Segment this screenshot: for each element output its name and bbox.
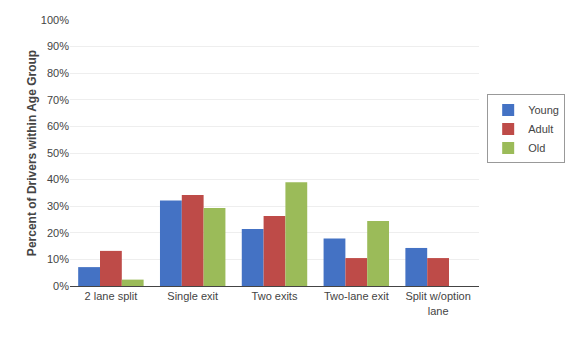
svg-text:90%: 90% bbox=[47, 40, 69, 52]
svg-text:Old: Old bbox=[528, 142, 545, 154]
svg-text:2 lane split: 2 lane split bbox=[85, 290, 138, 302]
svg-text:Single exit: Single exit bbox=[167, 290, 218, 302]
svg-text:Percent of Drivers within Age: Percent of Drivers within Age Group bbox=[25, 50, 39, 256]
svg-text:30%: 30% bbox=[47, 200, 69, 212]
svg-text:Two exits: Two exits bbox=[252, 290, 298, 302]
svg-text:80%: 80% bbox=[47, 67, 69, 79]
svg-text:100%: 100% bbox=[41, 14, 69, 26]
svg-text:10%: 10% bbox=[47, 253, 69, 265]
svg-text:Young: Young bbox=[528, 104, 559, 116]
svg-text:20%: 20% bbox=[47, 227, 69, 239]
svg-text:60%: 60% bbox=[47, 120, 69, 132]
svg-text:Two-lane exit: Two-lane exit bbox=[324, 290, 389, 302]
svg-text:70%: 70% bbox=[47, 94, 69, 106]
svg-text:Split w/optionlane: Split w/optionlane bbox=[405, 290, 470, 316]
svg-text:40%: 40% bbox=[47, 173, 69, 185]
svg-text:50%: 50% bbox=[47, 147, 69, 159]
svg-text:0%: 0% bbox=[53, 280, 69, 292]
svg-text:Adult: Adult bbox=[528, 123, 553, 135]
